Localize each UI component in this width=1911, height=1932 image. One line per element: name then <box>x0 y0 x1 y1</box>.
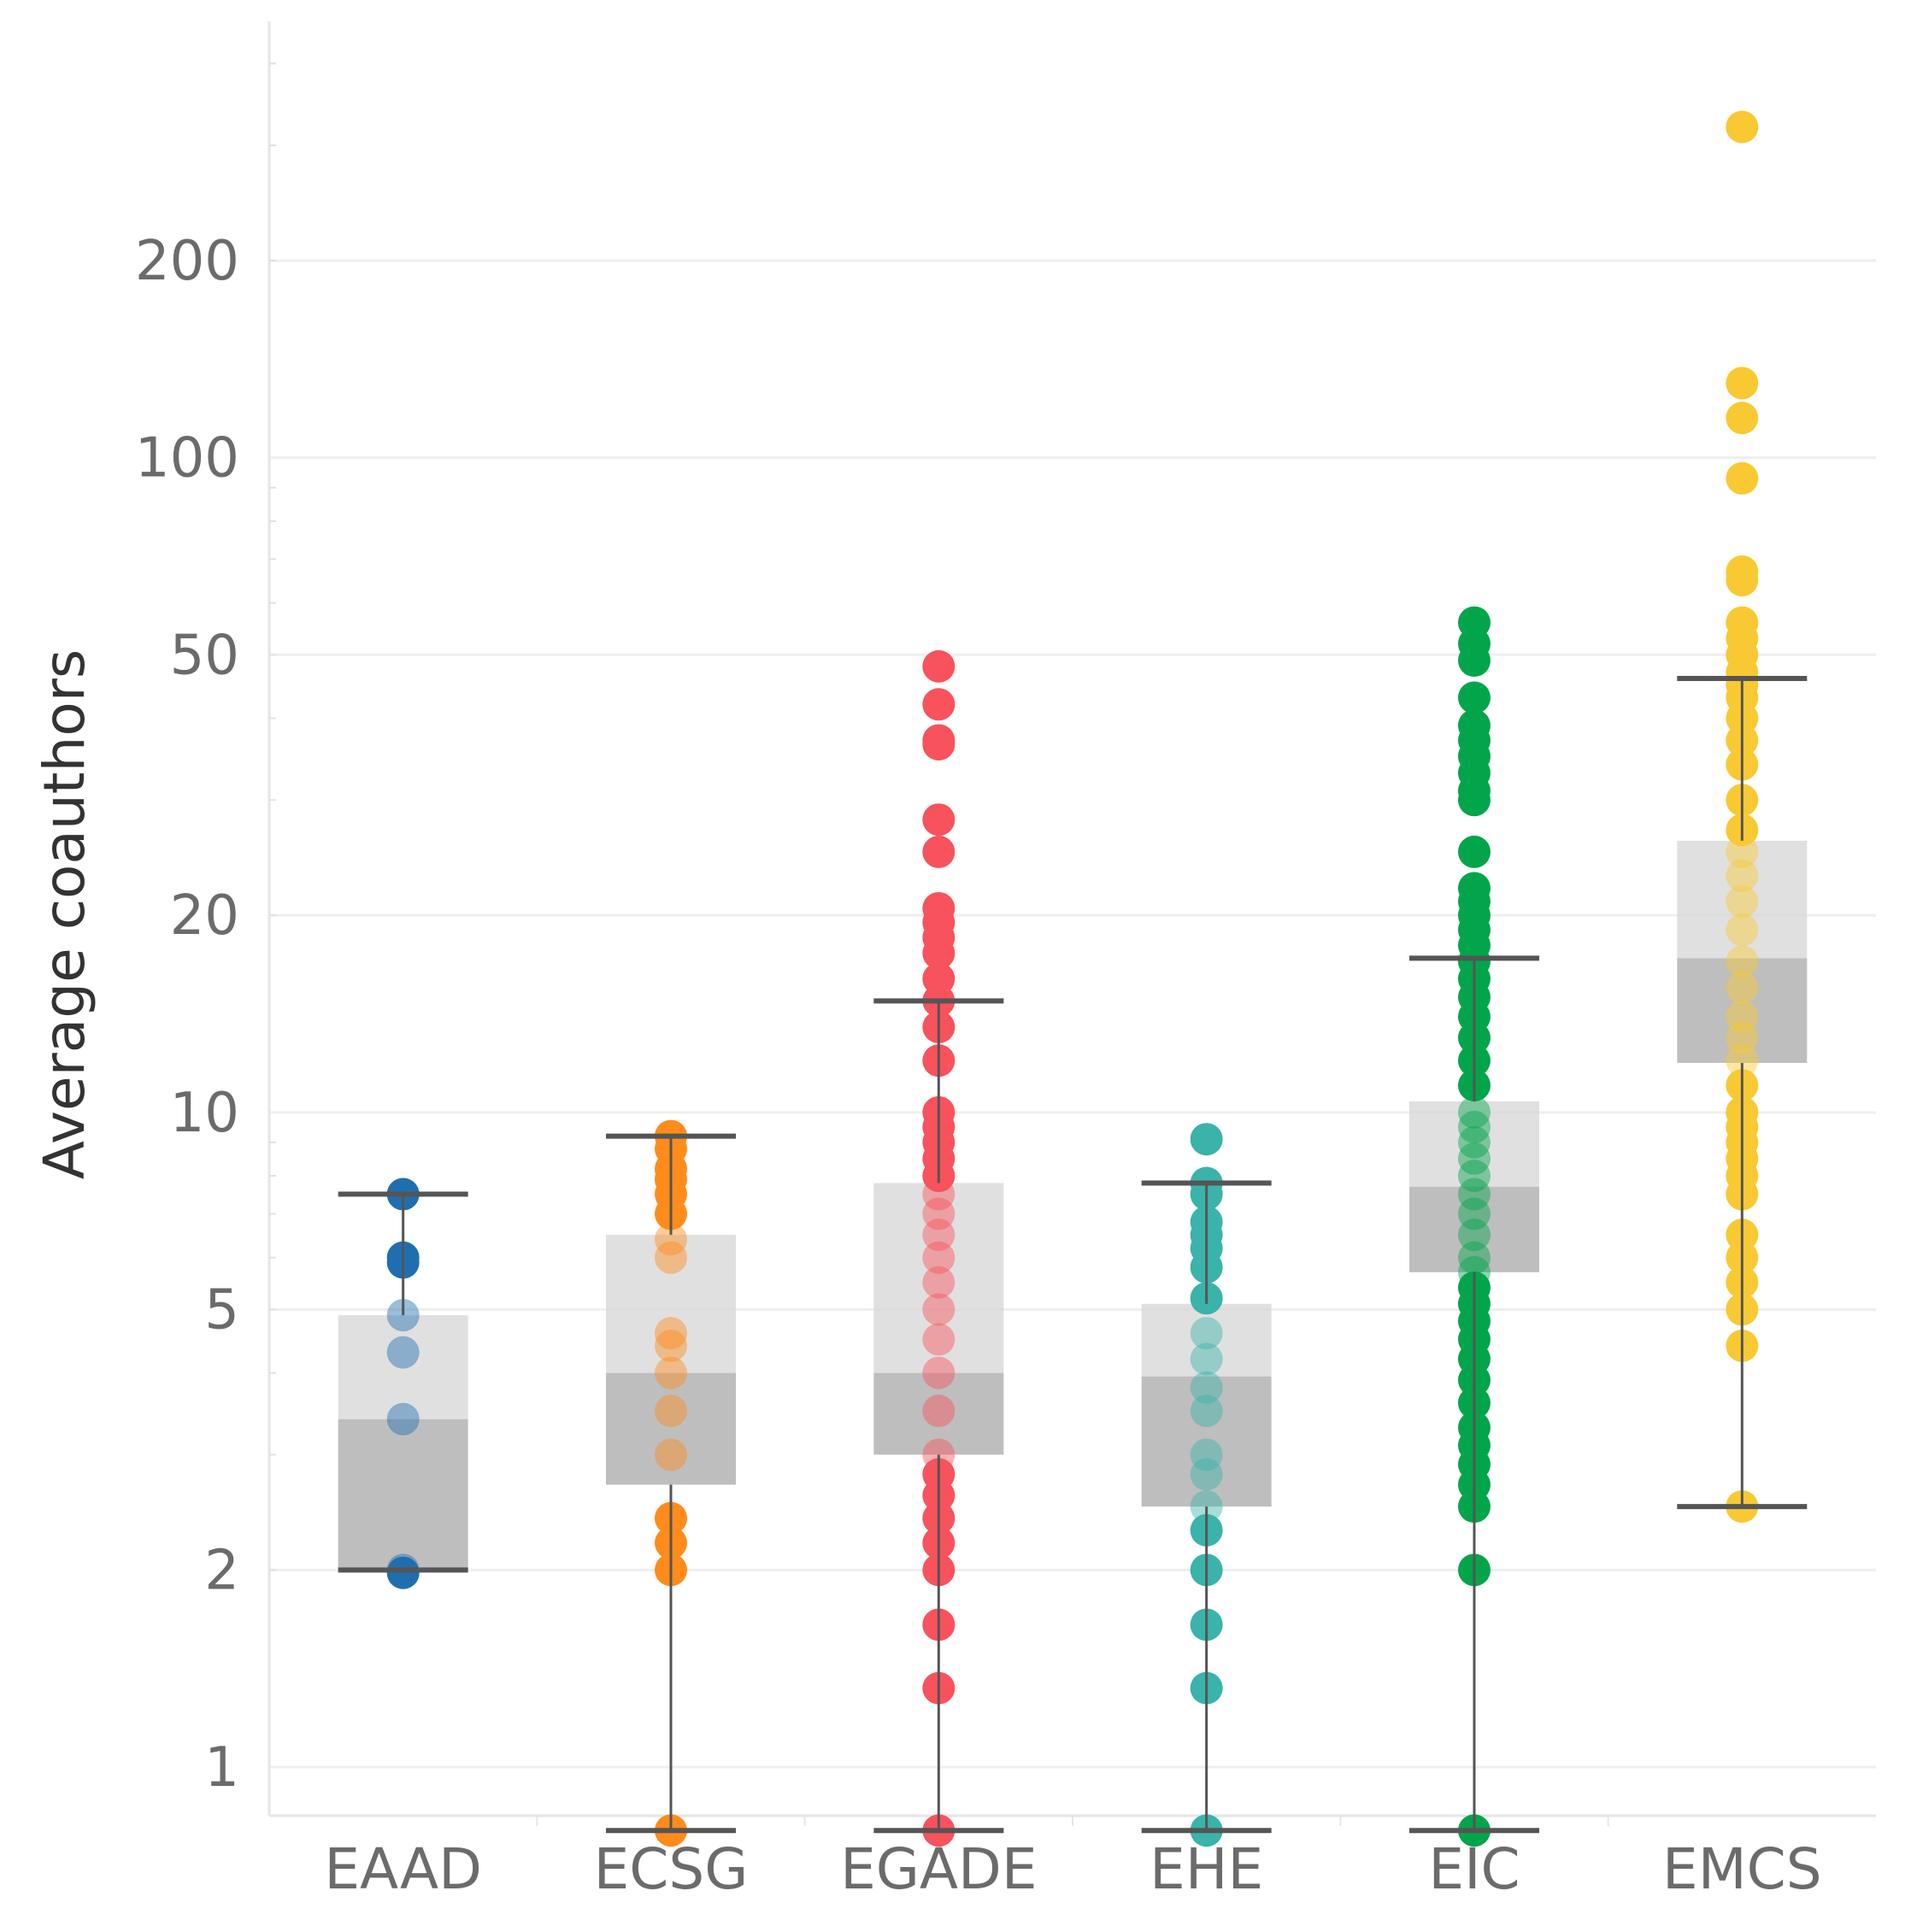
data-point <box>386 1336 420 1369</box>
data-point <box>1190 1371 1223 1404</box>
data-point <box>922 728 956 761</box>
data-point <box>655 1241 687 1274</box>
data-point <box>1726 367 1759 400</box>
data-point <box>922 1323 956 1356</box>
data-point <box>1190 1458 1223 1491</box>
data-point <box>1458 1125 1491 1159</box>
data-point <box>922 1395 956 1428</box>
data-point <box>1726 1044 1759 1078</box>
data-point <box>386 1402 420 1436</box>
data-point <box>386 1556 420 1589</box>
data-point <box>1726 945 1759 978</box>
y-tick-label: 50 <box>170 624 239 687</box>
data-point <box>1726 884 1759 918</box>
box-lower <box>338 1418 468 1571</box>
axes <box>268 21 1876 1826</box>
box-upper <box>873 1183 1004 1373</box>
data-point <box>1458 1095 1491 1129</box>
data-point <box>1458 681 1491 714</box>
y-tick-label: 100 <box>135 427 239 490</box>
data-point <box>1190 1395 1223 1428</box>
data-point <box>1458 1110 1491 1143</box>
x-category-label: EHE <box>1150 1836 1263 1902</box>
box-lower <box>1141 1376 1272 1507</box>
data-point <box>655 1395 687 1428</box>
data-point <box>1190 1342 1223 1376</box>
data-point <box>1726 1000 1759 1033</box>
data-point <box>1726 110 1759 144</box>
gridlines <box>269 259 1876 1769</box>
x-category-label: EAAD <box>324 1836 482 1902</box>
boxes <box>338 840 1808 1571</box>
data-point <box>655 1356 687 1389</box>
data-point <box>1726 835 1759 868</box>
data-point <box>1726 402 1759 435</box>
data-points <box>386 110 1759 1847</box>
y-tick-label: 1 <box>204 1736 239 1800</box>
box-lower <box>1409 1186 1539 1272</box>
box-lower <box>873 1372 1004 1455</box>
data-point <box>1458 784 1491 817</box>
data-point <box>1458 644 1491 678</box>
box-upper <box>1677 840 1808 959</box>
data-point <box>1726 971 1759 1004</box>
y-tick-label: 2 <box>204 1539 239 1602</box>
data-point <box>1726 563 1759 596</box>
data-point <box>655 1317 687 1350</box>
data-point <box>1458 835 1491 868</box>
y-tick-label: 20 <box>170 884 239 948</box>
data-point <box>922 803 956 837</box>
data-point <box>1458 1142 1491 1175</box>
y-tick-label: 200 <box>135 230 239 293</box>
data-point <box>655 1438 687 1471</box>
data-point <box>922 649 956 683</box>
data-point <box>922 1293 956 1326</box>
data-point <box>1458 1219 1491 1252</box>
data-point <box>1190 1438 1223 1471</box>
y-tick-label: 10 <box>170 1082 239 1145</box>
data-point <box>1726 859 1759 892</box>
box-upper <box>338 1315 468 1419</box>
data-point <box>1458 1177 1491 1211</box>
x-category-label: EGADE <box>840 1836 1038 1902</box>
data-point <box>922 835 956 868</box>
y-tick-label: 5 <box>204 1278 239 1342</box>
data-point <box>1458 1241 1491 1274</box>
x-category-label: ECSG <box>594 1836 749 1902</box>
data-point <box>922 937 956 970</box>
data-point <box>922 1356 956 1389</box>
x-category-label: EIC <box>1428 1836 1520 1902</box>
data-point <box>922 1241 956 1274</box>
data-point <box>1726 461 1759 495</box>
data-point <box>655 1330 687 1363</box>
data-point <box>1190 1317 1223 1350</box>
x-category-label: EMCS <box>1662 1836 1822 1902</box>
box-lower <box>1677 958 1808 1063</box>
data-point <box>922 1197 956 1230</box>
y-axis-title: Average coauthors <box>32 649 97 1180</box>
data-point <box>1726 1021 1759 1054</box>
box-upper <box>1141 1303 1272 1377</box>
data-point <box>922 1265 956 1299</box>
data-point <box>1458 1160 1491 1193</box>
box-lower <box>606 1372 736 1485</box>
whiskers <box>338 676 1808 1834</box>
data-point <box>922 1219 956 1252</box>
data-point <box>922 1177 956 1211</box>
data-point <box>655 1223 687 1256</box>
data-point <box>1190 1123 1223 1156</box>
data-point <box>922 688 956 721</box>
data-point <box>1458 1197 1491 1230</box>
labels: Average coauthors 1 2 5 10 20 50 100 200 EAAD ECS… <box>32 230 1822 1902</box>
box-upper <box>1409 1101 1539 1187</box>
data-point <box>1726 913 1759 947</box>
box-upper <box>606 1235 736 1373</box>
